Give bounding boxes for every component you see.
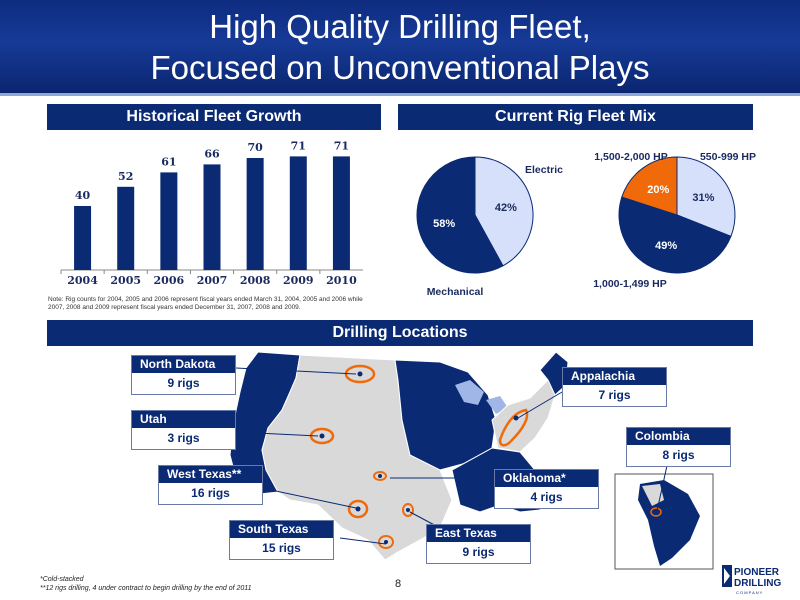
pie-slice-1-500-2-000-hp [621, 156, 678, 216]
drilling-locations-heading: Drilling Locations [47, 320, 753, 346]
x-tick-label: 2010 [326, 274, 357, 287]
pie-percent-label: 58% [433, 218, 455, 230]
x-tick-label: 2006 [154, 274, 185, 287]
x-tick-label: 2004 [67, 274, 98, 287]
fleet-growth-chart: 40 2004 52 2005 61 2006 66 2007 70 2008 71 2009 71 20… [60, 139, 363, 287]
hp-1500-label: 1,500-2,000 HP [594, 151, 668, 163]
north-dakota-name: North Dakota [132, 356, 235, 373]
bar-value-label: 40 [75, 189, 91, 202]
oklahoma-box: Oklahoma* 4 rigs [494, 469, 599, 509]
x-tick-label: 2007 [197, 274, 228, 287]
south-texas-box: South Texas 15 rigs [229, 520, 334, 560]
north-dakota-rigs: 9 rigs [167, 376, 200, 390]
south-texas-rigs: 15 rigs [262, 541, 301, 555]
footnote-cold-stacked: *Cold-stacked [40, 576, 84, 583]
midwest-states [394, 359, 497, 471]
pie-percent-label: 49% [655, 240, 677, 252]
appalachia-name: Appalachia [563, 368, 666, 385]
colombia-marker [650, 507, 662, 517]
power-type-pie: 42% 58% [416, 156, 534, 274]
appalachia-rigs: 7 rigs [598, 388, 631, 402]
south-texas-name: South Texas [230, 521, 333, 538]
pioneer-drilling-logo: PIONEER DRILLING C O M P A N Y [722, 565, 781, 595]
hp-1000-label: 1,000-1,499 HP [593, 278, 667, 290]
west-texas-marker [347, 499, 369, 519]
fleet-growth-heading: Historical Fleet Growth [47, 104, 381, 130]
page-title-line-2: Focused on Unconventional Plays [150, 49, 650, 86]
oklahoma-rigs: 4 rigs [530, 490, 563, 504]
bar-2008 [246, 158, 264, 270]
bar-value-label: 71 [334, 139, 349, 152]
bar-value-label: 70 [247, 141, 263, 154]
west-texas-name: West Texas** [159, 466, 262, 483]
fleet-note: Note: Rig counts for 2004, 2005 and 2006… [48, 296, 363, 311]
east-texas-rigs: 9 rigs [462, 545, 495, 559]
colombia-name: Colombia [627, 428, 730, 445]
east-texas-box: East Texas 9 rigs [426, 524, 531, 564]
bar-2010 [332, 156, 350, 270]
mechanical-label: Mechanical [426, 286, 484, 298]
bar-value-label: 66 [204, 147, 220, 160]
bar-2007 [203, 164, 221, 270]
svg-text:C O M P A N Y: C O M P A N Y [736, 590, 763, 595]
appalachia-box: Appalachia 7 rigs [562, 367, 667, 407]
electric-label: Electric [525, 164, 563, 176]
north-dakota-box: North Dakota 9 rigs [131, 355, 236, 395]
title-banner: High Quality Drilling Fleet, Focused on … [0, 0, 800, 96]
colombia-rigs: 8 rigs [662, 448, 695, 462]
bar-value-label: 52 [118, 170, 133, 183]
bar-2004 [74, 206, 92, 270]
svg-text:DRILLING: DRILLING [734, 578, 781, 589]
svg-text:PIONEER: PIONEER [734, 567, 780, 578]
x-tick-label: 2005 [110, 274, 141, 287]
pie-slice-mechanical [416, 156, 504, 274]
pie-slice-electric [474, 156, 534, 267]
west-texas-rigs: 16 rigs [191, 486, 230, 500]
east-texas-name: East Texas [427, 525, 530, 542]
utah-name: Utah [132, 411, 235, 428]
pie-percent-label: 42% [495, 202, 517, 214]
pie-percent-label: 20% [647, 184, 669, 196]
utah-rigs: 3 rigs [167, 431, 200, 445]
pie-percent-label: 31% [692, 192, 714, 204]
rig-mix-heading: Current Rig Fleet Mix [398, 104, 753, 130]
x-tick-label: 2009 [283, 274, 314, 287]
great-lakes [455, 380, 508, 414]
utah-box: Utah 3 rigs [131, 410, 236, 450]
us-map [229, 351, 714, 570]
west-texas-box: West Texas** 16 rigs [158, 465, 263, 505]
bar-2009 [289, 156, 307, 270]
pie-slice-1-000-1-499-hp [618, 196, 732, 274]
page-title-line-1: High Quality Drilling Fleet, [209, 8, 591, 45]
pie-slice-550-999-hp [676, 156, 736, 238]
oklahoma-name: Oklahoma* [495, 470, 598, 487]
colombia-box: Colombia 8 rigs [626, 427, 731, 467]
east-texas-marker [402, 503, 414, 517]
appalachia-marker [498, 408, 529, 447]
footnote-drilling: **12 rigs drilling, 4 under contract to … [40, 585, 252, 592]
bar-value-label: 71 [291, 139, 306, 152]
horsepower-pie: 31% 49% 20% [618, 156, 736, 274]
bar-value-label: 61 [161, 155, 176, 168]
page-number: 8 [395, 578, 402, 590]
oklahoma-marker [373, 471, 387, 481]
hp-550-label: 550-999 HP [699, 151, 757, 163]
bar-2006 [160, 172, 178, 270]
x-tick-label: 2008 [240, 274, 271, 287]
bar-2005 [117, 186, 135, 270]
south-texas-marker [378, 535, 394, 549]
